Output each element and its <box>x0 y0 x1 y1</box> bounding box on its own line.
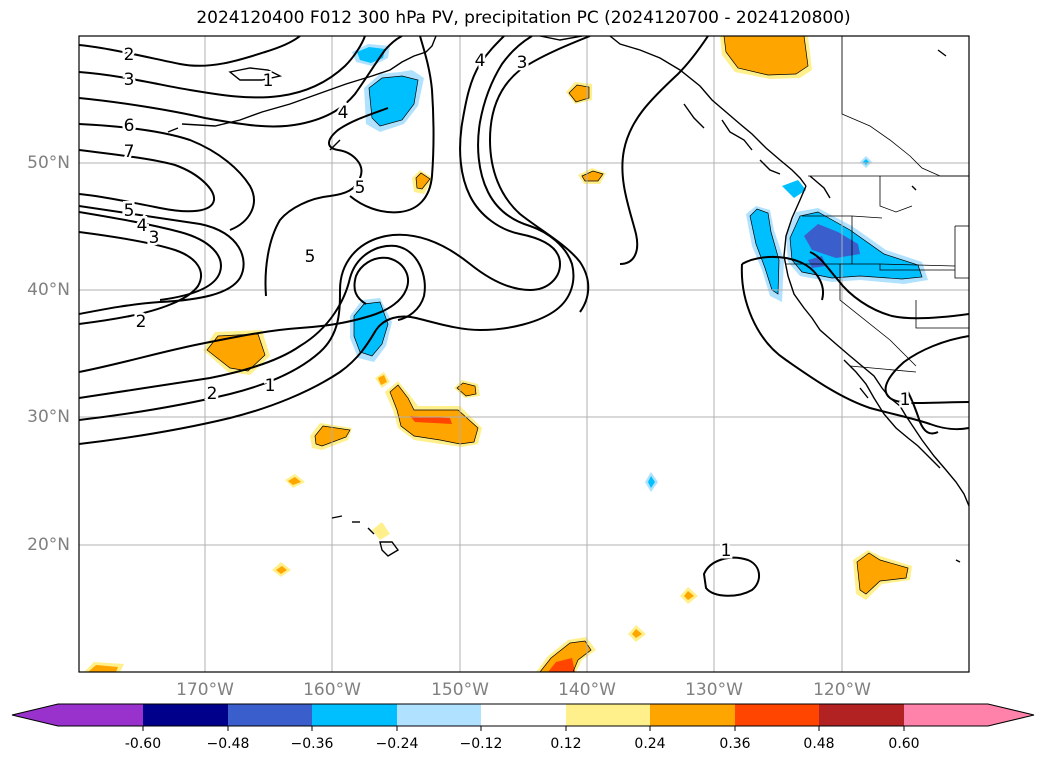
colorbar-outline <box>11 703 1035 727</box>
colorbar-tick-label: −0.36 <box>290 736 334 752</box>
colorbar-tick-label: 0.12 <box>550 736 582 752</box>
contour-label: 4 <box>137 216 148 236</box>
lon-label-130w: 130°W <box>685 680 743 700</box>
contour-label: 1 <box>721 541 732 561</box>
colorbar-tick-label: -0.60 <box>124 736 162 752</box>
contour-label: 5 <box>124 201 135 221</box>
colorbar-swatch <box>566 704 650 726</box>
contour-label: 3 <box>149 228 160 248</box>
lat-label-50n: 50°N <box>27 153 70 173</box>
lon-label-140w: 140°W <box>558 680 616 700</box>
lon-label-150w: 150°W <box>431 680 489 700</box>
contour-label: 5 <box>305 247 316 267</box>
state-borders <box>786 36 969 373</box>
coastlines <box>167 36 969 563</box>
map-title: 2024120400 F012 300 hPa PV, precipitatio… <box>196 8 851 28</box>
colorbar-tick-label: −0.48 <box>206 736 250 752</box>
lat-label-40n: 40°N <box>27 280 70 300</box>
lon-label-170w: 170°W <box>176 680 234 700</box>
gridlines <box>79 36 969 672</box>
contour-label: 1 <box>900 390 911 410</box>
colorbar-tick-label: −0.12 <box>459 736 503 752</box>
colorbar <box>11 703 1035 731</box>
colorbar-swatch <box>143 704 228 726</box>
lon-label-160w: 160°W <box>303 680 361 700</box>
lat-label-20n: 20°N <box>27 535 70 555</box>
colorbar-tick-label: 0.60 <box>888 736 920 752</box>
colorbar-swatch <box>312 704 397 726</box>
pv-contours <box>79 36 969 597</box>
colorbar-tick-label: 0.48 <box>803 736 835 752</box>
colorbar-swatch <box>819 704 904 726</box>
contour-label: 1 <box>265 376 276 396</box>
contour-label: 4 <box>475 51 486 71</box>
colorbar-swatch <box>397 704 481 726</box>
colorbar-tick-label: 0.24 <box>634 736 666 752</box>
contour-label: 4 <box>338 103 349 123</box>
colorbar-tick-label: 0.36 <box>719 736 751 752</box>
precip-outlines <box>206 36 923 672</box>
colorbar-swatch <box>650 704 735 726</box>
colorbar-swatch <box>481 704 566 726</box>
plot-frame <box>78 35 970 673</box>
colorbar-tick-label: −0.24 <box>375 736 419 752</box>
contour-label: 3 <box>124 70 135 90</box>
colorbar-extend-low <box>12 704 143 726</box>
contour-label: 6 <box>124 116 135 136</box>
colorbar-swatch <box>735 704 819 726</box>
precip-negative-areas <box>350 44 928 492</box>
contour-label: 2 <box>124 45 135 65</box>
contour-labels: 2 3 6 7 5 4 3 2 1 4 5 5 4 3 2 1 1 1 <box>121 43 913 564</box>
contour-label: 3 <box>517 53 528 73</box>
lon-label-120w: 120°W <box>813 680 871 700</box>
contour-label: 1 <box>263 71 274 91</box>
contour-label: 5 <box>355 178 366 198</box>
contour-label: 7 <box>124 142 135 162</box>
lat-label-30n: 30°N <box>27 407 70 427</box>
colorbar-swatch <box>228 704 312 726</box>
contour-label: 2 <box>136 312 147 332</box>
precip-positive-areas <box>84 36 912 672</box>
contour-label: 2 <box>207 384 218 404</box>
colorbar-extend-high <box>904 704 1034 726</box>
